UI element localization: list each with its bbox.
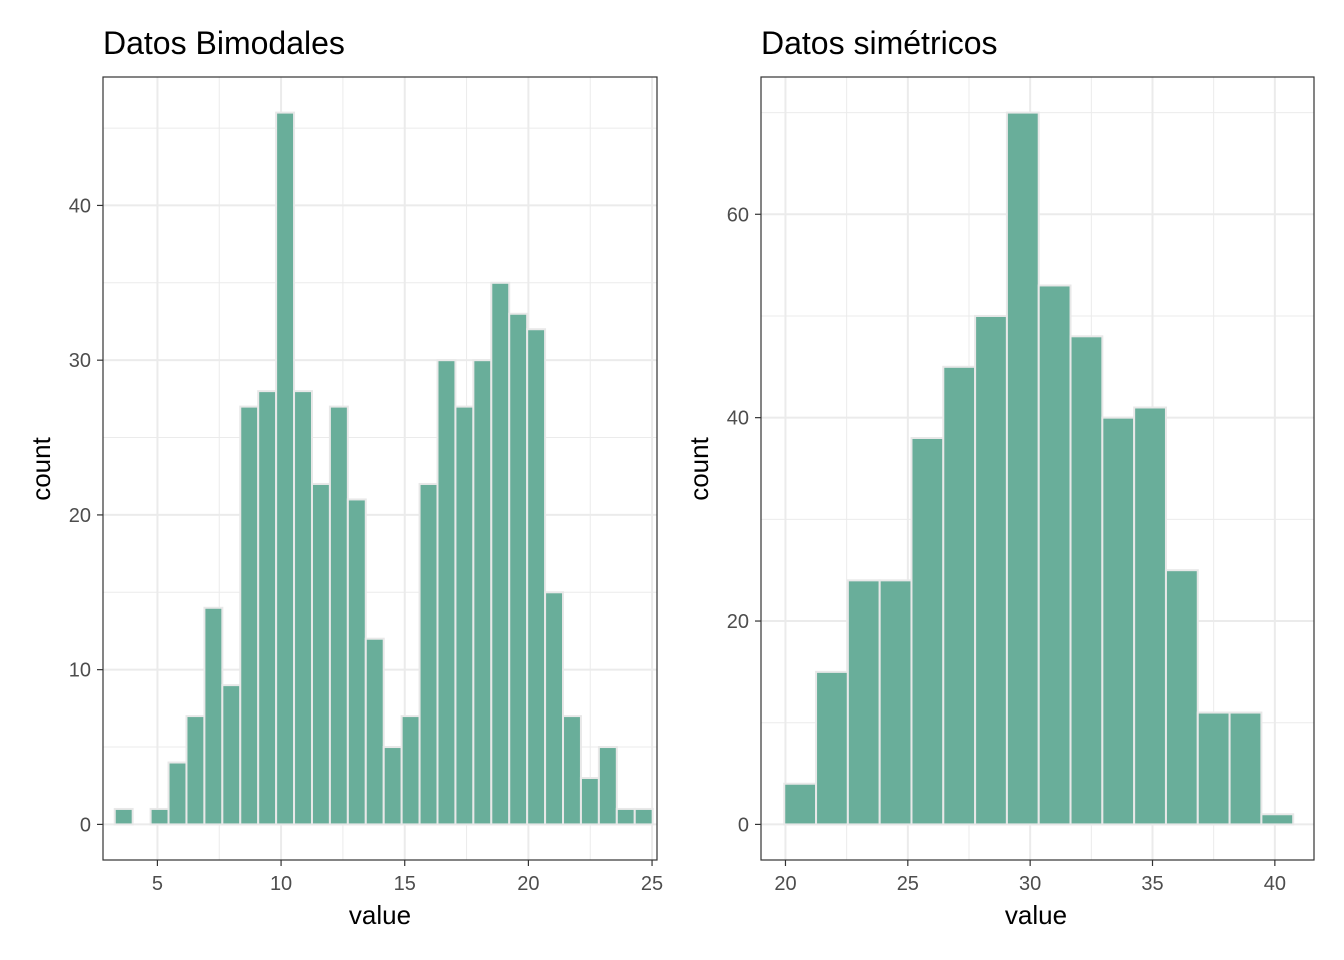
histogram-bar [328,405,349,826]
histogram-bar [1228,711,1263,826]
histogram-bar [878,579,913,826]
histogram-bar [633,807,654,826]
histogram-bar [1101,416,1136,826]
y-axis-ticks: 0 20 40 60 [727,204,761,836]
histogram-bar [910,436,945,826]
histogram-bar [113,807,134,826]
plot-title: Datos simétricos [761,25,998,61]
histogram-bar [167,761,188,826]
histogram-bar [382,746,403,826]
histogram-bar [579,776,600,826]
x-tick-label: 5 [152,873,163,895]
y-tick-label: 30 [69,350,91,372]
histogram-bar [203,606,224,826]
histogram-bar [221,684,242,826]
x-axis-title: value [349,900,411,930]
y-tick-label: 20 [69,505,91,527]
y-tick-label: 0 [80,814,91,836]
histogram-bar [1164,569,1199,826]
y-axis-title: count [684,436,714,500]
x-axis-ticks: 20 25 30 35 40 [774,860,1286,895]
histogram-bar [364,637,385,826]
histogram-bimodal: Datos Bimodales 5 10 15 20 25 0 10 20 30 40 valu… [26,25,663,930]
x-tick-label: 25 [641,873,663,895]
y-tick-label: 0 [738,814,749,836]
x-tick-label: 25 [897,873,919,895]
histogram-bar [436,359,457,826]
y-axis-ticks: 0 10 20 30 40 [69,195,103,836]
histogram-bar [257,390,278,826]
x-tick-label: 20 [774,873,796,895]
histogram-bar [400,715,421,826]
y-axis-title: count [26,436,56,500]
bars [113,111,654,826]
histogram-bar [974,314,1008,826]
histogram-bar [418,482,439,826]
histogram-bar [185,715,206,826]
histogram-bar [508,312,529,826]
x-axis-ticks: 5 10 15 20 25 [152,860,663,895]
histogram-bar [526,328,547,826]
y-tick-label: 40 [727,408,749,430]
histogram-bar [1260,813,1295,826]
x-tick-label: 20 [517,873,539,895]
histogram-bar [454,405,475,826]
histogram-bar [562,715,582,826]
histogram-bar [490,281,511,826]
histogram-bar [544,591,565,826]
bars [783,111,1295,826]
y-tick-label: 40 [69,195,91,217]
y-tick-label: 20 [727,611,749,633]
histogram-bar [615,807,636,826]
histogram-bar [149,807,170,826]
y-tick-label: 60 [727,204,749,226]
histogram-bar [310,482,331,826]
histogram-bar [597,746,618,826]
x-tick-label: 30 [1019,873,1041,895]
histogram-bar [346,498,367,826]
y-tick-label: 10 [69,660,91,682]
histogram-bar [942,365,977,826]
x-tick-label: 15 [394,873,416,895]
histogram-bar [846,579,881,826]
histogram-bar [783,782,818,826]
histogram-bar [1005,111,1040,826]
histogram-bar [1069,335,1104,826]
histogram-bar [815,670,849,826]
histogram-bar [1133,406,1167,826]
histogram-symmetric: Datos simétricos 20 25 30 35 40 0 20 40 60 valu… [684,25,1315,930]
x-tick-label: 10 [270,873,292,895]
histogram-bar [293,390,313,826]
histogram-bar [239,405,260,826]
x-axis-title: value [1005,900,1067,930]
histogram-bar [1196,711,1231,826]
x-tick-label: 35 [1141,873,1163,895]
panel-border [102,76,658,861]
histogram-bar [275,111,296,826]
plot-title: Datos Bimodales [103,25,345,61]
x-tick-label: 40 [1264,873,1286,895]
panel-border [760,76,1315,861]
histogram-bar [1037,284,1072,826]
histogram-bar [472,359,493,826]
